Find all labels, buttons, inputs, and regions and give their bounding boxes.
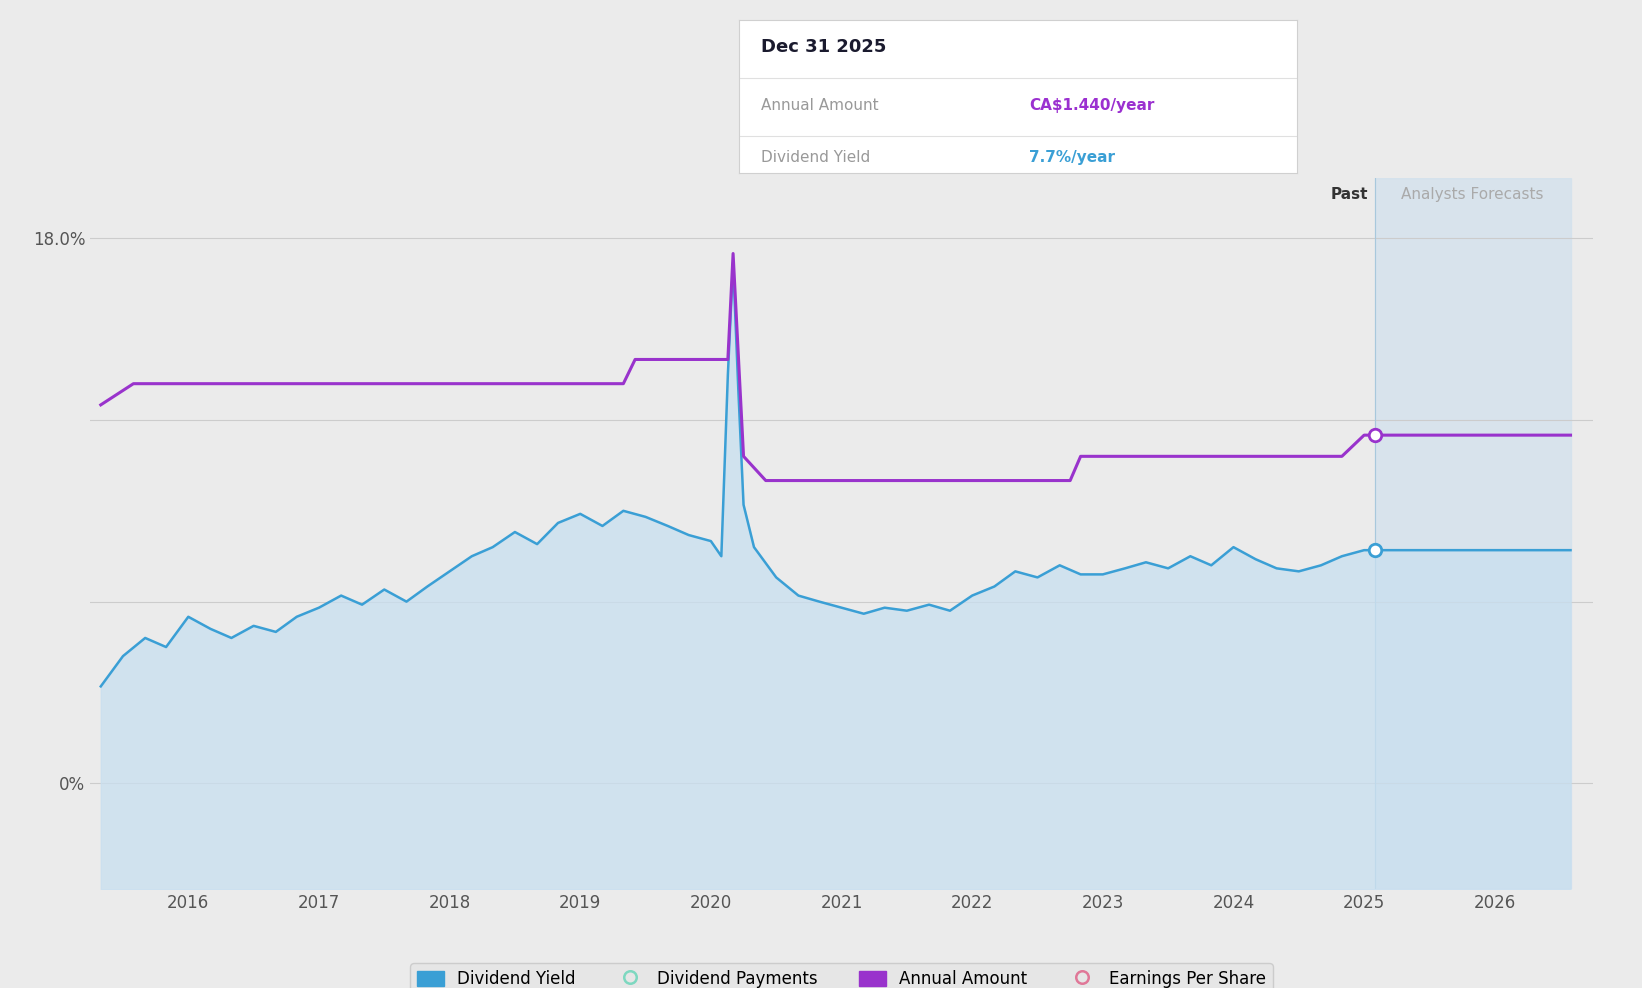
- Legend: Dividend Yield, Dividend Payments, Annual Amount, Earnings Per Share: Dividend Yield, Dividend Payments, Annua…: [410, 963, 1273, 988]
- Bar: [1374, 178, 1570, 889]
- Text: Dividend Yield: Dividend Yield: [762, 150, 870, 165]
- Text: Analysts Forecasts: Analysts Forecasts: [1401, 187, 1543, 203]
- Text: Past: Past: [1330, 187, 1368, 203]
- Text: Dec 31 2025: Dec 31 2025: [762, 39, 887, 56]
- Text: 7.7%/year: 7.7%/year: [1030, 150, 1115, 165]
- Text: CA$1.440/year: CA$1.440/year: [1030, 98, 1154, 113]
- Text: Annual Amount: Annual Amount: [762, 98, 878, 113]
